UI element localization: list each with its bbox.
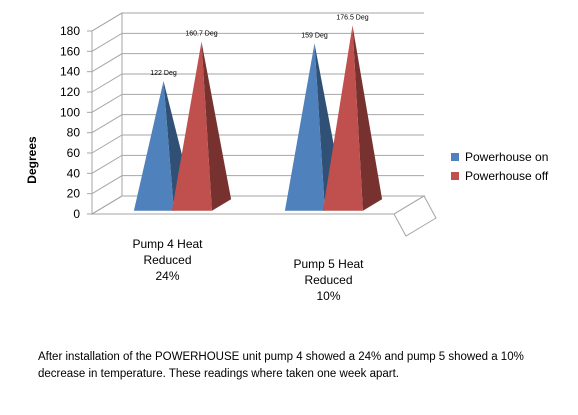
gridline — [91, 114, 424, 134]
y-axis-ticks: 0 20 40 60 80 100 120 140 160 180 — [60, 24, 92, 221]
y-tick-label: 160 — [60, 44, 80, 58]
gridline — [91, 12, 424, 32]
legend-item-powerhouse-on: Powerhouse on — [451, 147, 548, 166]
pyramid-front-face — [284, 43, 325, 211]
x-tick-label: Pump 5 Heat Reduced 10% — [293, 257, 364, 303]
y-tick-label: 20 — [67, 187, 81, 201]
legend: Powerhouse on Powerhouse off — [451, 147, 548, 185]
pyramid-side-face — [352, 25, 383, 211]
data-labels: 122 Deg 160.7 Deg 159 Deg 176.5 Deg — [150, 15, 368, 77]
data-label: 176.5 Deg — [336, 15, 368, 22]
gridline — [91, 134, 424, 154]
data-label: 159 Deg — [301, 32, 328, 39]
x-tick-label: Pump 4 Heat Reduced 24% — [132, 237, 203, 283]
legend-item-powerhouse-off: Powerhouse off — [451, 166, 548, 185]
y-tick-label: 80 — [67, 126, 81, 140]
floor-edge — [393, 195, 437, 237]
pyramid-chart: 0 20 40 60 80 100 120 140 160 180 122 Deg 160.7 De… — [25, 12, 437, 303]
chart-caption: After installation of the POWERHOUSE uni… — [38, 351, 524, 380]
pyramid-side-face — [201, 41, 232, 211]
gridline — [91, 73, 424, 93]
y-tick-label: 0 — [73, 207, 80, 221]
data-label: 160.7 Deg — [185, 31, 217, 38]
gridline — [91, 32, 424, 52]
pyramids — [133, 25, 383, 211]
legend-label-powerhouse-off: Powerhouse off — [465, 168, 549, 183]
legend-swatch-powerhouse-off — [451, 171, 459, 180]
pyramid-front-face — [322, 25, 363, 211]
x-axis-labels: Pump 4 Heat Reduced 24% Pump 5 Heat Reduced 1… — [132, 237, 364, 303]
y-axis-title: Degrees — [25, 136, 39, 184]
y-tick-label: 100 — [60, 105, 80, 119]
y-tick-label: 180 — [60, 24, 80, 38]
pyramid-front-face — [133, 80, 174, 211]
gridline — [91, 53, 424, 73]
gridline — [91, 93, 424, 113]
side-wall — [91, 12, 123, 215]
y-tick-label: 60 — [67, 146, 81, 160]
legend-label-powerhouse-on: Powerhouse on — [465, 149, 549, 164]
y-tick-label: 40 — [67, 166, 81, 180]
y-tick-label: 120 — [60, 85, 80, 99]
pyramid-front-face — [171, 41, 212, 211]
data-label: 122 Deg — [150, 70, 177, 77]
gridlines — [91, 12, 424, 215]
y-tick-label: 140 — [60, 65, 80, 79]
legend-swatch-powerhouse-on — [451, 152, 459, 161]
